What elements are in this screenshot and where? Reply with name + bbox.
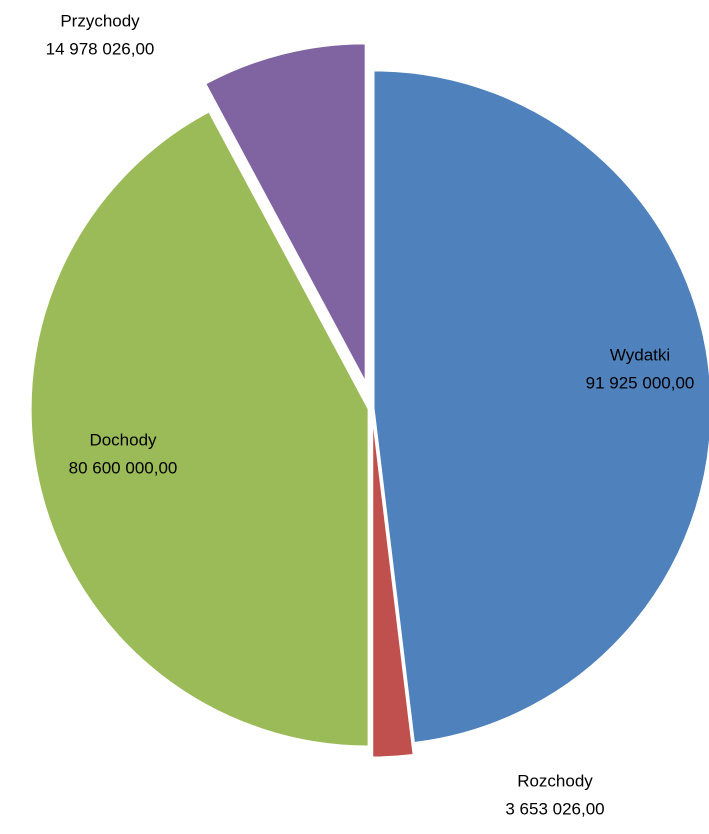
pie-slice	[205, 43, 366, 382]
pie-slice	[372, 419, 414, 758]
slice-label: Dochody	[89, 430, 157, 449]
slice-value-label: 91 925 000,00	[586, 373, 695, 392]
slice-label: Przychody	[60, 11, 140, 30]
pie-slice	[373, 70, 709, 744]
slice-value-label: 14 978 026,00	[46, 39, 155, 58]
slice-label: Wydatki	[610, 345, 670, 364]
slice-value-label: 80 600 000,00	[69, 458, 178, 477]
slice-value-label: 3 653 026,00	[505, 799, 604, 818]
slice-label: Rozchody	[517, 771, 593, 790]
pie-slice	[30, 111, 369, 747]
